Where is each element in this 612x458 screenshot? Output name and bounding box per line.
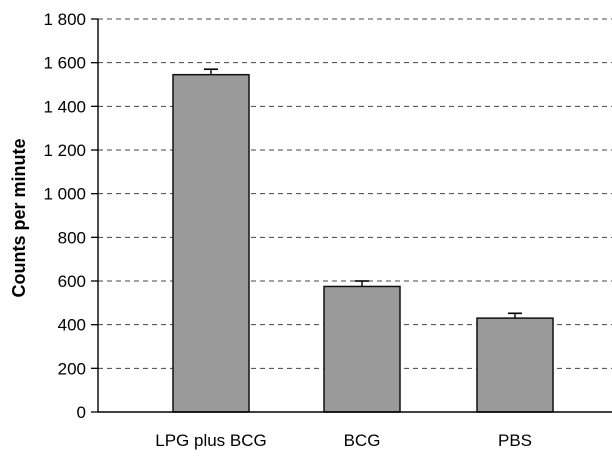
bar-pbs xyxy=(476,317,554,413)
bar-lpg-plus-bcg xyxy=(172,73,250,413)
y-tick-label: 800 xyxy=(58,228,86,247)
y-tick-label: 600 xyxy=(58,272,86,291)
y-axis-title: Counts per minute xyxy=(9,138,29,297)
y-tick-label: 1 200 xyxy=(43,141,86,160)
y-tick-label: 1 600 xyxy=(43,54,86,73)
bar-bcg xyxy=(323,285,401,413)
y-tick-label: 200 xyxy=(58,359,86,378)
y-tick-label: 400 xyxy=(58,316,86,335)
axes xyxy=(91,18,612,413)
x-tick-label: BCG xyxy=(344,431,381,450)
bars xyxy=(172,73,554,413)
y-tick-label: 1 000 xyxy=(43,185,86,204)
x-tick-label: LPG plus BCG xyxy=(155,431,267,450)
y-tick-label: 1 800 xyxy=(43,10,86,29)
y-tick-label: 1 400 xyxy=(43,97,86,116)
x-tick-label: PBS xyxy=(498,431,532,450)
y-tick-labels: 0 200 400 600 800 1 000 1 200 1 400 1 600 1 800 xyxy=(43,10,86,422)
error-bars xyxy=(204,68,522,319)
x-tick-labels: LPG plus BCG BCG PBS xyxy=(155,431,532,450)
y-tick-label: 0 xyxy=(77,403,86,422)
